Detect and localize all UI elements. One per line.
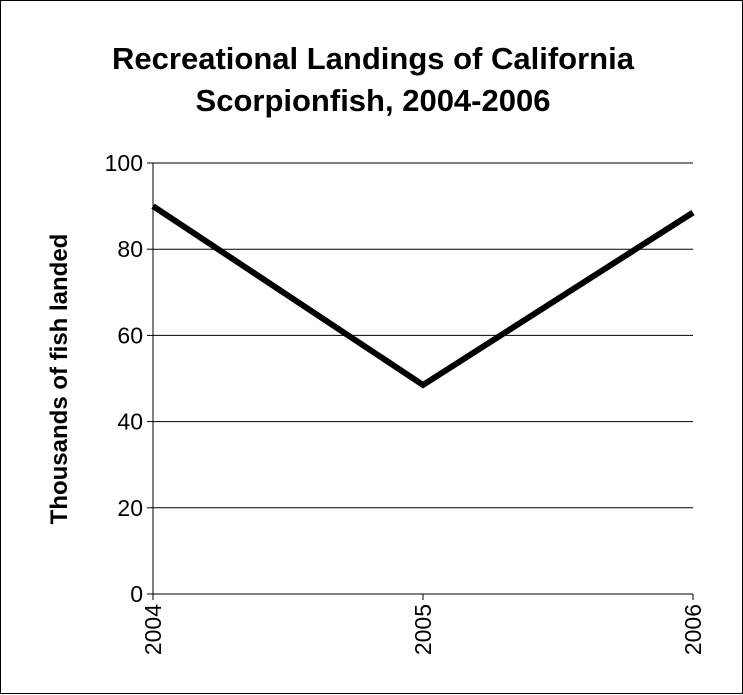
x-tick-label-2005: 2005	[410, 604, 436, 655]
gridlines	[153, 163, 693, 508]
chart-title-line-1: Recreational Landings of California	[112, 41, 635, 76]
x-tick-label-2004: 2004	[140, 604, 166, 655]
y-ticks: 0 20 40 60 80 100	[105, 150, 153, 607]
series-line-0	[153, 206, 693, 385]
chart-title-line-2: Scorpionfish, 2004-2006	[196, 83, 551, 118]
y-tick-label-60: 60	[117, 322, 143, 348]
series-group	[153, 206, 693, 385]
y-axis-title: Thousands of fish landed	[46, 234, 73, 525]
x-tick-label-2006: 2006	[680, 604, 706, 655]
y-tick-label-0: 0	[130, 581, 143, 607]
y-tick-label-20: 20	[117, 495, 143, 521]
y-tick-label-100: 100	[105, 150, 143, 176]
x-ticks: 2004 2005 2006	[140, 594, 706, 655]
y-tick-label-80: 80	[117, 236, 143, 262]
axes	[153, 163, 693, 594]
y-tick-label-40: 40	[117, 409, 143, 435]
